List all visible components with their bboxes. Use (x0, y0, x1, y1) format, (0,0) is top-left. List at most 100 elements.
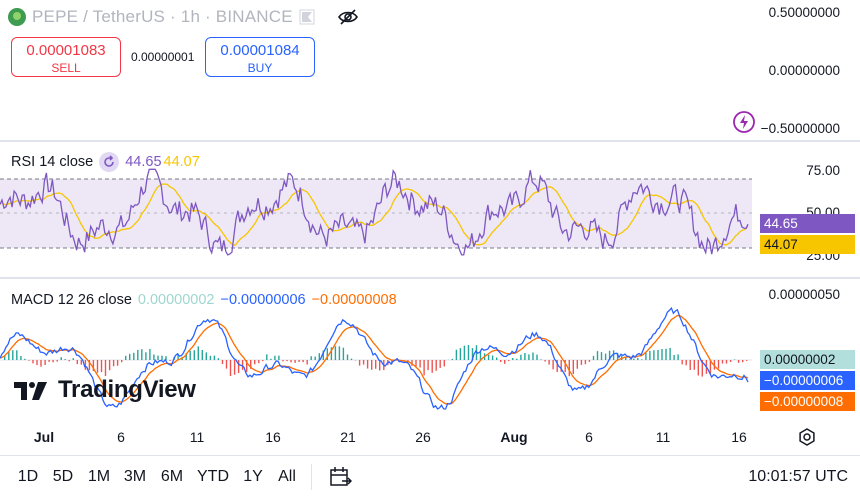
macd-histogram-bar (28, 360, 30, 361)
pane-separator[interactable] (0, 277, 860, 279)
pane-separator[interactable] (0, 140, 860, 142)
macd-histogram-bar (76, 360, 78, 365)
macd-histogram-bar (439, 360, 441, 368)
macd-histogram-bar (60, 357, 62, 360)
rsi-band (0, 179, 752, 248)
macd-histogram-bar (310, 356, 312, 360)
macd-histogram-bar (274, 355, 276, 360)
macd-histogram-bar (330, 347, 333, 360)
macd-histogram-bar (346, 354, 349, 360)
macd-histogram-bar (258, 360, 260, 364)
rsi-label: RSI 14 close (11, 154, 94, 170)
macd-histogram-bar (4, 355, 6, 360)
macd-histogram-bar (504, 360, 506, 364)
macd-histogram-bar (592, 355, 595, 360)
time-axis-tick: 11 (189, 429, 205, 445)
macd-histogram-bar (165, 356, 167, 360)
macd-histogram-bar (415, 360, 417, 367)
pepe-coin-icon (8, 8, 26, 26)
macd-hist-price-tag: 0.00000002 (760, 350, 855, 369)
range-button-1d[interactable]: 1D (17, 468, 39, 485)
range-button-1m[interactable]: 1M (87, 468, 111, 485)
macd-histogram-bar (177, 353, 179, 360)
time-axis-tick: 6 (585, 429, 593, 445)
macd-histogram-bar (121, 360, 123, 363)
range-button-5d[interactable]: 5D (52, 468, 74, 485)
macd-histogram-bar (459, 348, 462, 360)
macd-histogram-bar (270, 358, 272, 360)
macd-histogram-bar (358, 360, 361, 366)
time-axis-tick: Jul (33, 429, 55, 445)
macd-histogram-bar (32, 360, 34, 364)
macd-histogram-bar (717, 360, 720, 369)
macd-histogram-bar (338, 346, 341, 360)
macd-histogram-bar (350, 358, 353, 360)
macd-histogram-bar (467, 345, 470, 360)
macd-histogram-bar (362, 360, 365, 365)
calendar-goto-date-icon[interactable] (328, 465, 352, 489)
macd-histogram-bar (100, 360, 103, 373)
rsi-ma-line (0, 183, 749, 247)
macd-histogram-bar (56, 360, 58, 362)
rsi-ma-price-tag: 44.07 (760, 235, 855, 254)
settings-icon[interactable] (797, 427, 817, 447)
time-axis-tick: 26 (415, 429, 431, 445)
macd-histogram-bar (116, 360, 119, 366)
macd-histogram-bar (725, 360, 728, 364)
macd-histogram-bar (677, 354, 679, 360)
macd-histogram-bar (729, 360, 732, 362)
range-button-ytd[interactable]: YTD (197, 468, 229, 485)
macd-histogram-bar (742, 360, 744, 363)
symbol-title[interactable]: PEPE / TetherUS · 1h · BINANCE (32, 7, 293, 26)
macd-histogram-bar (491, 355, 494, 360)
buy-button[interactable]: 0.00001084 BUY (205, 37, 315, 77)
macd-histogram-bar (129, 353, 131, 360)
macd-histogram-bar (721, 360, 724, 364)
macd-histogram-bar (552, 360, 554, 370)
sell-button[interactable]: 0.00001083 SELL (11, 37, 121, 77)
macd-histogram-bar (68, 360, 70, 362)
refresh-icon[interactable] (99, 152, 120, 172)
macd-histogram-bar (92, 360, 95, 371)
macd-histogram-bar (536, 354, 538, 360)
flag-icon[interactable] (299, 9, 315, 25)
sell-price: 0.00001083 (26, 42, 106, 59)
macd-histogram-bar (209, 355, 212, 360)
macd-chart[interactable] (0, 280, 752, 424)
macd-histogram-bar (625, 356, 627, 360)
time-axis[interactable]: Jul 6 11 16 21 26 Aug 6 11 16 (0, 426, 760, 448)
rsi-chart[interactable] (0, 142, 752, 276)
rsi-price-tag: 44.65 (760, 214, 855, 233)
rsi-legend[interactable]: RSI 14 close 44.65 44.07 (11, 152, 200, 172)
hide-indicators-eye-icon[interactable] (337, 8, 359, 26)
macd-histogram-bar (169, 360, 171, 361)
macd-histogram-bar (379, 360, 381, 371)
macd-histogram-bar (64, 359, 66, 360)
macd-histogram-bar (322, 350, 324, 360)
range-button-1y[interactable]: 1Y (243, 468, 263, 485)
macd-histogram-bar (520, 354, 522, 360)
macd-histogram-bar (427, 360, 429, 371)
tradingview-logo[interactable]: TradingView (14, 376, 196, 404)
symbol-header[interactable]: PEPE / TetherUS · 1h · BINANCE (8, 6, 359, 28)
macd-histogram-bar (342, 347, 345, 360)
macd-histogram-bar (443, 360, 445, 367)
macd-histogram-bar (96, 360, 99, 373)
clock-utc[interactable]: 10:01:57 UTC (748, 468, 848, 485)
macd-histogram-bar (572, 360, 574, 374)
range-button-all[interactable]: All (278, 468, 296, 485)
macd-price-tag: −0.00000006 (760, 371, 855, 390)
lightning-icon[interactable] (732, 110, 756, 134)
macd-histogram-bar (201, 350, 203, 360)
range-button-3m[interactable]: 3M (123, 468, 147, 485)
macd-legend[interactable]: MACD 12 26 close 0.00000002 −0.00000006 … (11, 292, 397, 308)
macd-histogram-bar (641, 359, 643, 360)
macd-histogram-bar (88, 360, 91, 371)
macd-hist-value: 0.00000002 (137, 292, 215, 308)
price-axis-label: 0.50000000 (768, 5, 840, 20)
macd-histogram-bar (108, 360, 111, 371)
macd-histogram-bar (657, 350, 659, 360)
macd-histogram-bar (233, 360, 236, 375)
range-button-6m[interactable]: 6M (160, 468, 184, 485)
spread-value: 0.00000001 (131, 50, 195, 64)
